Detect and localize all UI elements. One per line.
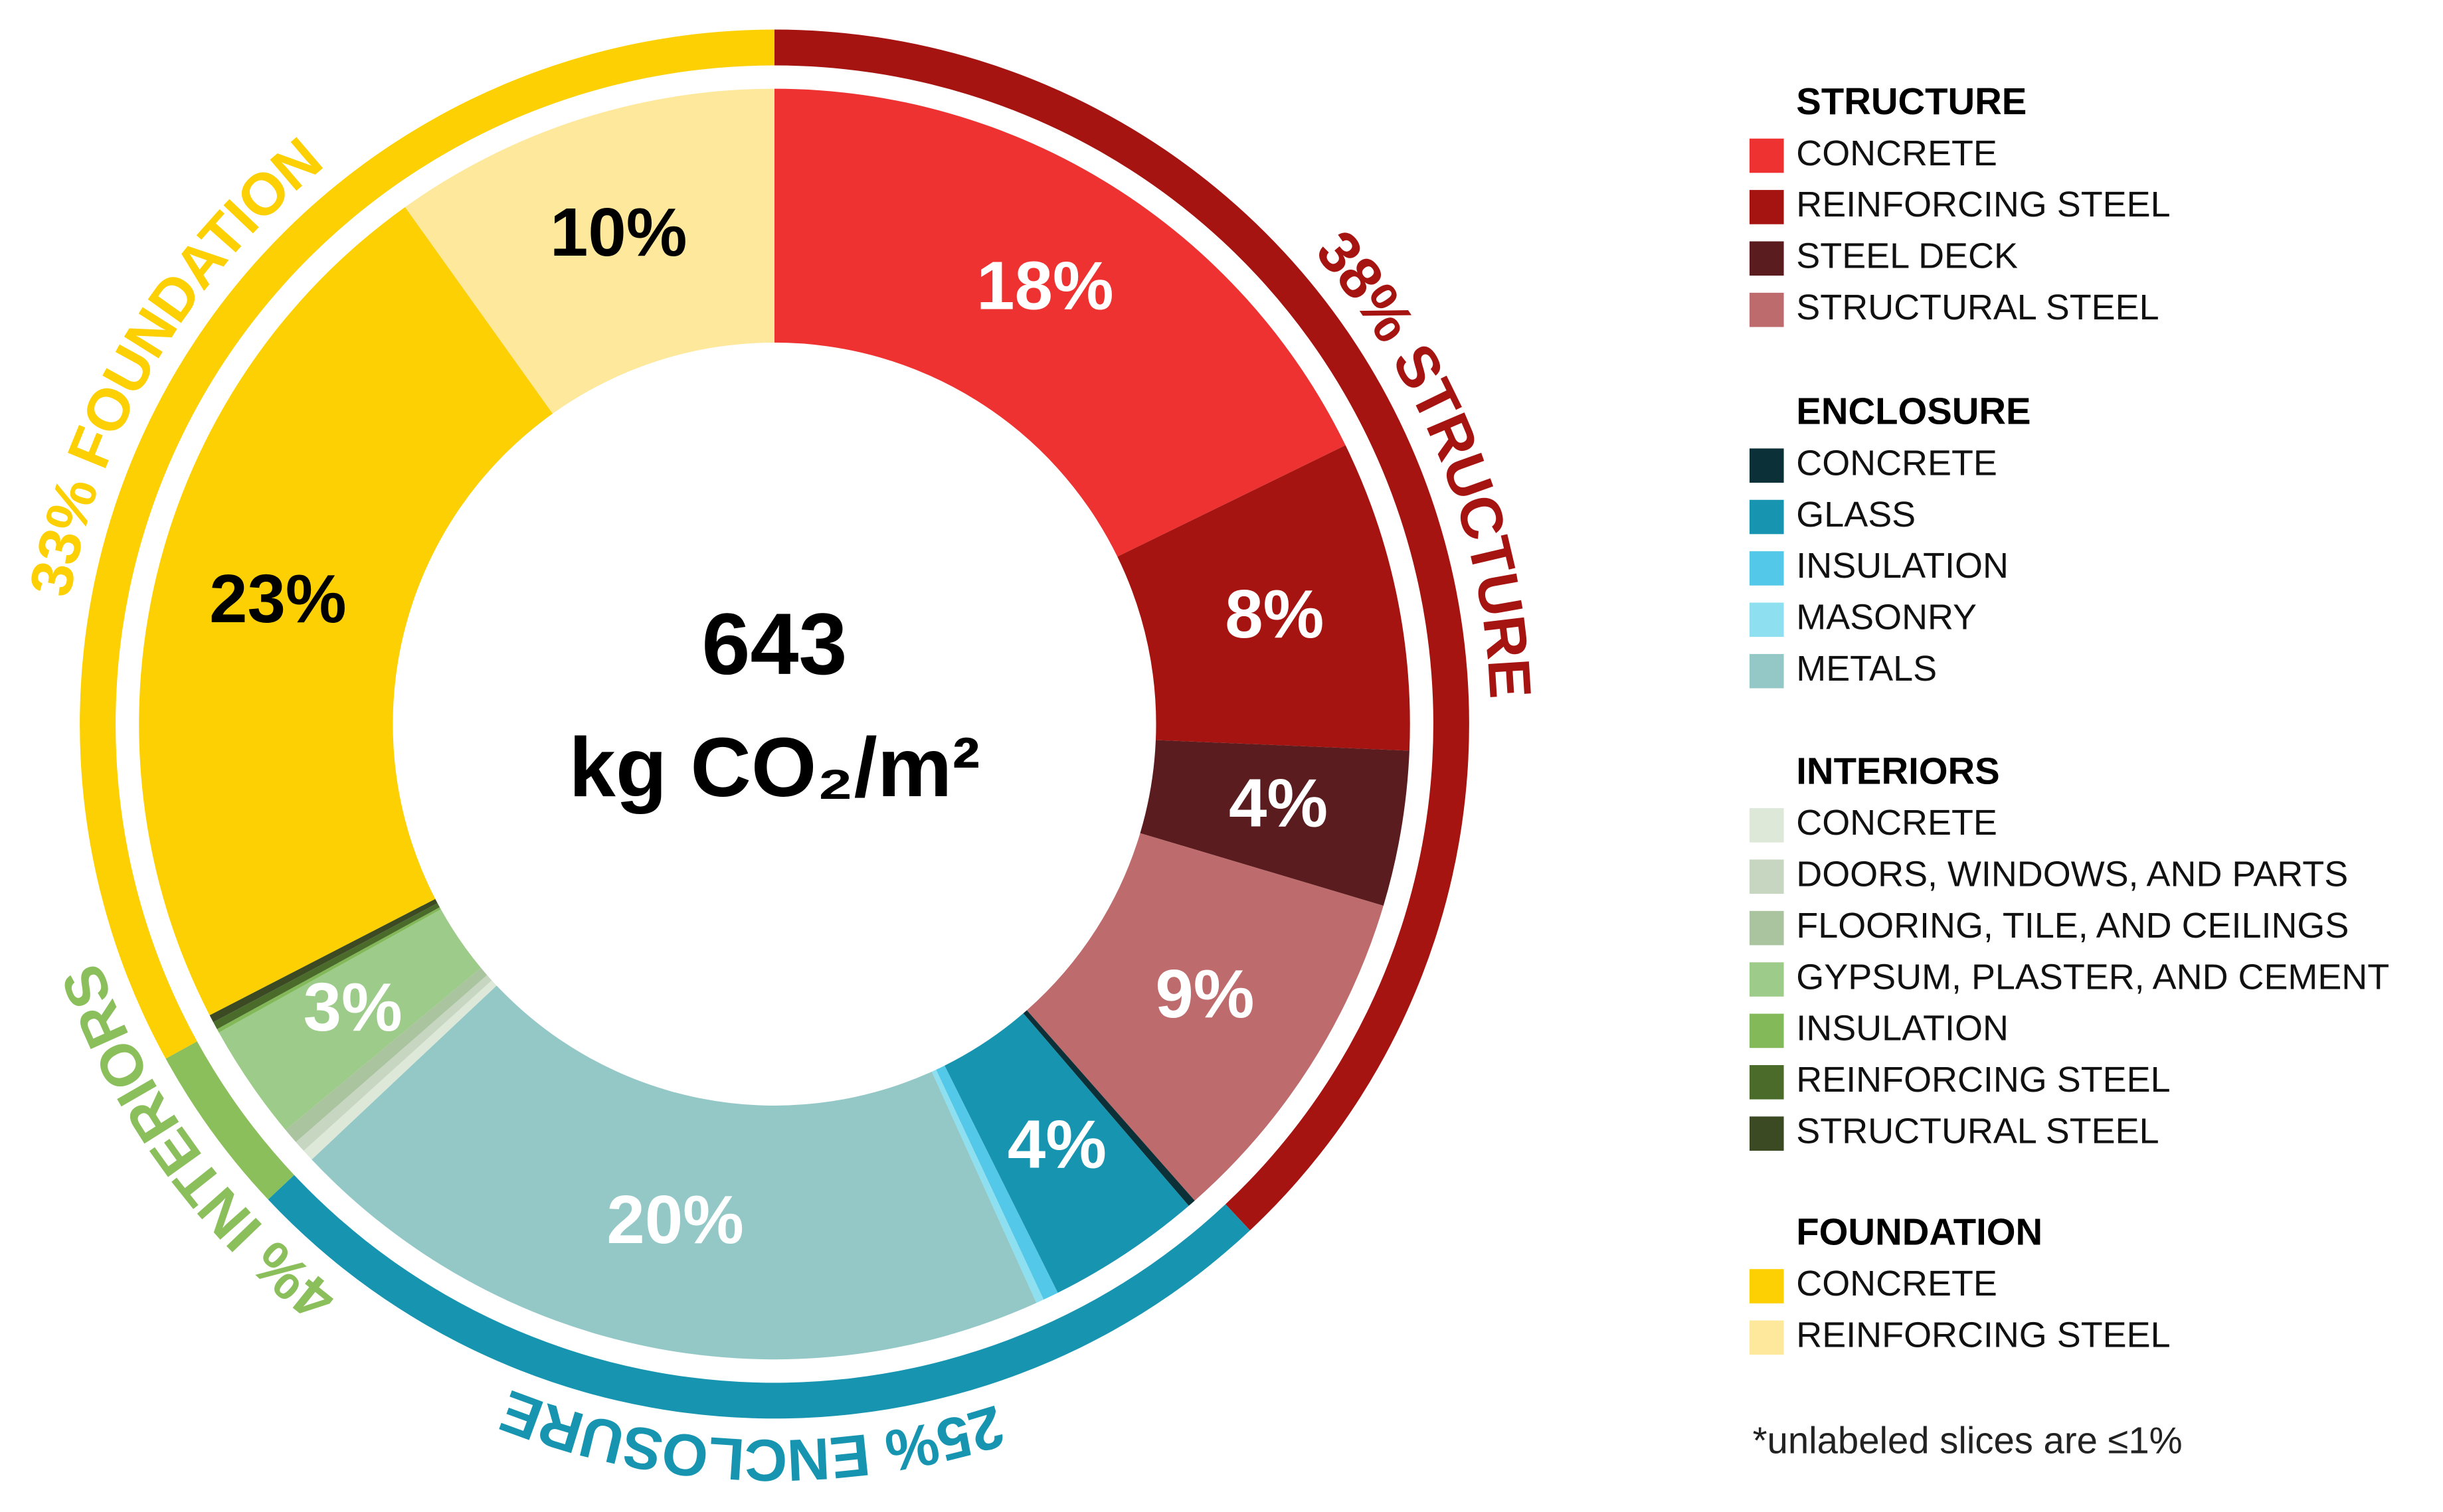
center-label: kg CO₂/m² — [569, 720, 980, 814]
legend-swatch — [1749, 1269, 1784, 1303]
slice — [945, 1013, 1189, 1293]
legend-header: ENCLOSURE — [1796, 390, 2031, 432]
slice-label: 23% — [209, 560, 347, 637]
legend-swatch — [1749, 292, 1784, 327]
slice — [405, 88, 774, 414]
legend-swatch — [1749, 1064, 1784, 1100]
legend-label: CONCRETE — [1796, 803, 1997, 843]
legend-label: STEEL DECK — [1796, 236, 2018, 276]
legend-label: INSULATION — [1796, 1009, 2009, 1049]
group-ring — [80, 29, 774, 1059]
legend-swatch — [1749, 448, 1784, 483]
legend-swatch — [1749, 602, 1784, 637]
slice — [217, 907, 441, 1033]
slice — [219, 909, 482, 1130]
slice — [931, 1069, 1044, 1303]
legend-swatch — [1749, 1116, 1784, 1151]
legend-label: STRUCTURAL STEEL — [1796, 288, 2159, 327]
slice — [312, 985, 1037, 1360]
legend-label: CONCRETE — [1796, 1264, 1997, 1303]
slice — [213, 903, 440, 1029]
slice-label: 3% — [304, 969, 403, 1045]
slice — [936, 1065, 1058, 1300]
slice — [1023, 1010, 1195, 1206]
legend-swatch — [1749, 653, 1784, 689]
legend-swatch — [1749, 962, 1784, 997]
legend-label: DOORS, WINDOWS, AND PARTS — [1796, 854, 2348, 894]
slice — [1026, 833, 1384, 1201]
legend-swatch — [1749, 910, 1784, 946]
slice — [1117, 445, 1410, 751]
legend-swatch — [1749, 1320, 1784, 1355]
legend-swatch — [1749, 241, 1784, 276]
group-ring — [268, 1175, 1250, 1419]
slice-label: 10% — [550, 194, 687, 270]
legend-label: REINFORCING STEEL — [1796, 185, 2170, 224]
legend-swatch — [1749, 1013, 1784, 1049]
slice-label: 8% — [1225, 576, 1324, 652]
slice-label: 4% — [1008, 1106, 1107, 1182]
legend-swatch — [1749, 499, 1784, 535]
legend-label: STRUCTURAL STEEL — [1796, 1111, 2159, 1151]
slice-label: 18% — [976, 247, 1114, 323]
legend-label: CONCRETE — [1796, 443, 1997, 483]
slice — [296, 975, 492, 1151]
legend-label: CONCRETE — [1796, 133, 1997, 173]
legend-label: REINFORCING STEEL — [1796, 1060, 2170, 1100]
footnote: *unlabeled slices are ≤1% — [1753, 1420, 2183, 1462]
legend-swatch — [1749, 138, 1784, 173]
legend-label: GYPSUM, PLASTER, AND CEMENT — [1796, 957, 2389, 997]
legend-label: INSULATION — [1796, 546, 2009, 586]
slice-label: 20% — [606, 1181, 744, 1258]
slice — [304, 980, 497, 1160]
slice-label: 9% — [1155, 956, 1254, 1032]
slice — [209, 898, 438, 1023]
legend-header: FOUNDATION — [1796, 1211, 2042, 1252]
legend-swatch — [1749, 808, 1784, 843]
legend-header: STRUCTURE — [1796, 80, 2027, 122]
legend-label: METALS — [1796, 649, 1937, 689]
slice — [139, 207, 553, 1015]
legend-header: INTERIORS — [1796, 750, 1999, 792]
legend-swatch — [1749, 551, 1784, 586]
legend-label: GLASS — [1796, 495, 1916, 535]
legend-label: REINFORCING STEEL — [1796, 1315, 2170, 1355]
slice — [1140, 740, 1409, 906]
slice — [774, 88, 1346, 557]
legend-label: MASONRY — [1796, 598, 1977, 637]
legend-label: FLOORING, TILE, AND CEILINGS — [1796, 906, 2349, 946]
slice-label: 4% — [1229, 765, 1328, 841]
center-value: 643 — [701, 595, 847, 693]
legend-swatch — [1749, 859, 1784, 894]
slice — [285, 967, 488, 1142]
legend-swatch — [1749, 190, 1784, 224]
group-ring — [165, 1041, 294, 1200]
